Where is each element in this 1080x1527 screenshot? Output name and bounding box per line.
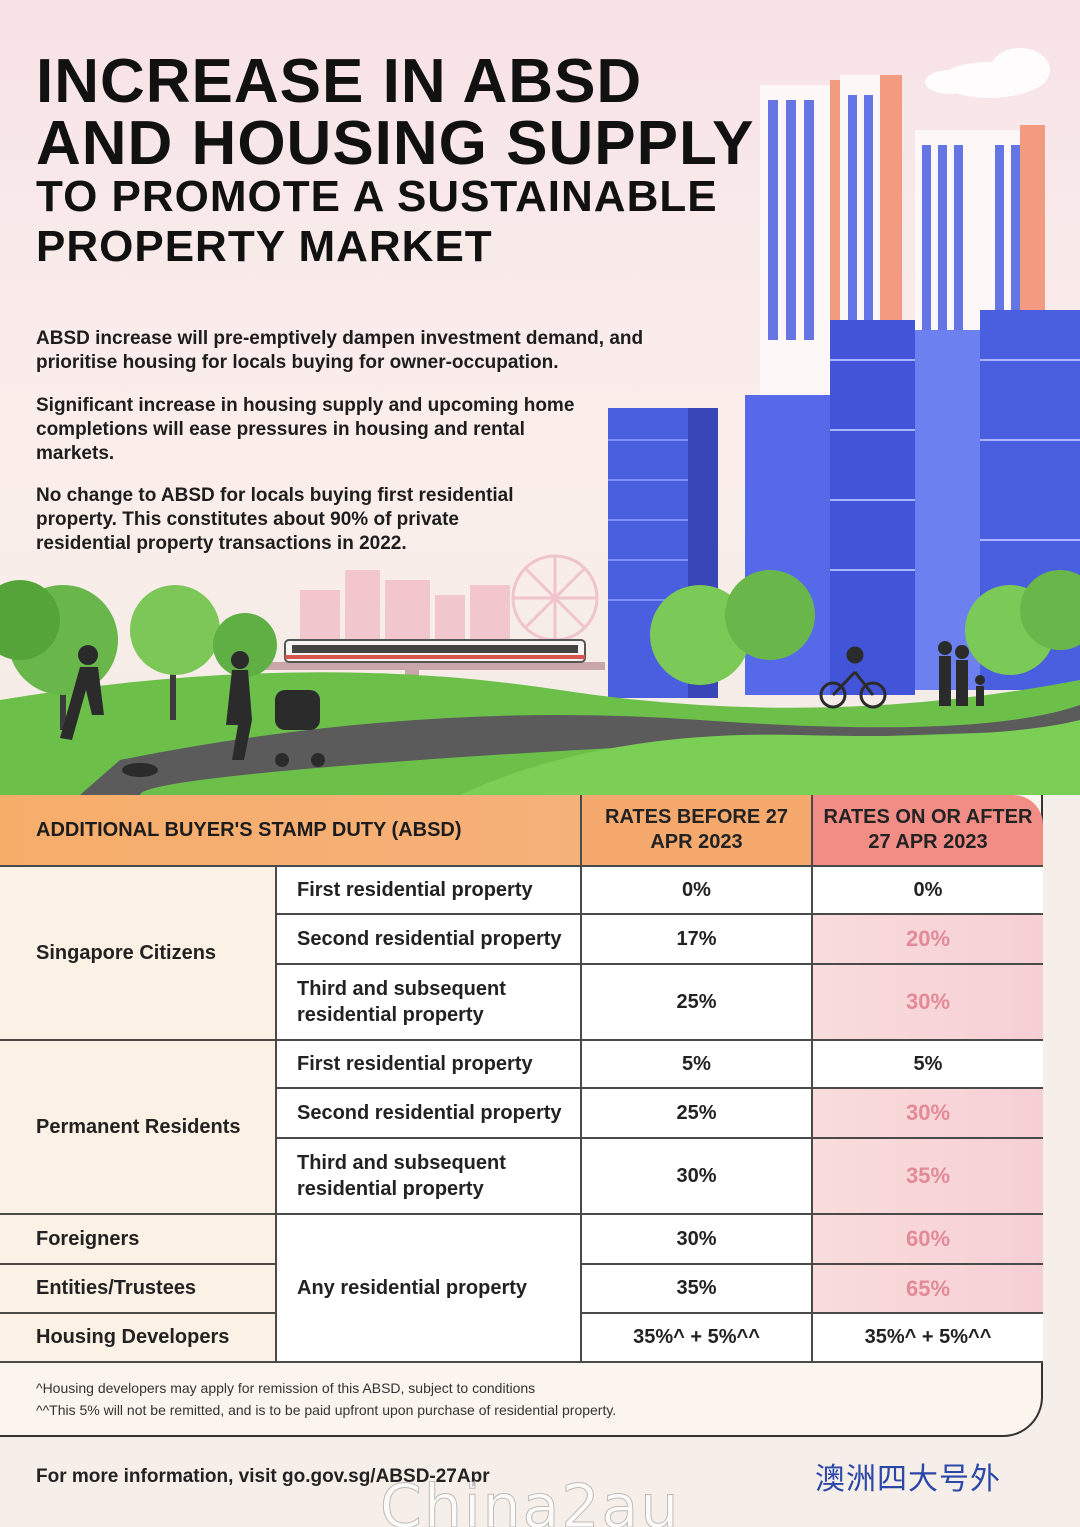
divider bbox=[0, 1039, 1043, 1041]
grass-front bbox=[460, 720, 1080, 795]
type-first-pr: First residential property bbox=[277, 1041, 580, 1087]
watermark-en: Chinа2au bbox=[379, 1472, 681, 1527]
subtitle-line-1: TO PROMOTE A SUSTAINABLE bbox=[36, 172, 718, 221]
type-third-citizen: Third and subsequent residential propert… bbox=[277, 965, 580, 1039]
type-any: Any residential property bbox=[277, 1215, 580, 1361]
divider bbox=[0, 1263, 275, 1265]
footer-info: For more information, visit go.gov.sg/AB… bbox=[36, 1466, 490, 1488]
divider bbox=[0, 1361, 1043, 1363]
divider bbox=[0, 1312, 275, 1314]
rate-before-cell: 25% bbox=[582, 965, 811, 1039]
subtitle-line-2: PROPERTY MARKET bbox=[36, 222, 493, 271]
group-singapore-citizens: Singapore Citizens bbox=[0, 867, 275, 1039]
header-rates-before: RATES BEFORE 27 APR 2023 bbox=[582, 795, 811, 865]
paragraph-investment-demand: ABSD increase will pre-emptively dampen … bbox=[36, 328, 644, 373]
footer-text: For more information, visit bbox=[36, 1466, 282, 1487]
ferris-wheel-icon bbox=[511, 554, 599, 642]
dog-icon bbox=[122, 763, 158, 777]
divider bbox=[0, 865, 1043, 867]
rate-after-increased: 30% bbox=[813, 1089, 1043, 1137]
title-line-1: INCREASE IN ABSD bbox=[36, 47, 643, 116]
divider bbox=[0, 1213, 1043, 1215]
header-absd: ADDITIONAL BUYER'S STAMP DUTY (ABSD) bbox=[0, 795, 580, 865]
divider bbox=[277, 963, 1043, 965]
hero-banner: INCREASE IN ABSD AND HOUSING SUPPLY TO P… bbox=[0, 0, 1080, 795]
rate-after-cell: 5% bbox=[813, 1041, 1043, 1087]
divider bbox=[277, 913, 1043, 915]
parent-stroller-icon bbox=[226, 651, 325, 767]
rate-before-cell: 5% bbox=[582, 1041, 811, 1087]
rate-before-cell: 25% bbox=[582, 1089, 811, 1137]
rate-after-increased: 35% bbox=[813, 1139, 1043, 1213]
type-first-citizen: First residential property bbox=[277, 867, 580, 913]
group-foreigners: Foreigners bbox=[0, 1215, 275, 1263]
divider bbox=[580, 795, 582, 1361]
absd-rates-table: ADDITIONAL BUYER'S STAMP DUTY (ABSD) RAT… bbox=[0, 795, 1043, 1437]
tree-icon bbox=[0, 570, 1080, 730]
watermark-cn: 澳洲四大号外 bbox=[815, 1462, 1001, 1497]
rate-before-cell: 0% bbox=[582, 867, 811, 913]
rate-before-cell: 30% bbox=[582, 1215, 811, 1263]
cyclist-icon bbox=[819, 646, 887, 709]
footnote-remission: ^Housing developers may apply for remiss… bbox=[36, 1380, 536, 1396]
type-third-pr: Third and subsequent residential propert… bbox=[277, 1139, 580, 1213]
type-second-pr: Second residential property bbox=[277, 1089, 580, 1137]
group-permanent-residents: Permanent Residents bbox=[0, 1041, 275, 1213]
cloud-icon bbox=[925, 48, 1050, 98]
footnote-upfront: ^^This 5% will not be remitted, and is t… bbox=[36, 1402, 617, 1418]
divider bbox=[277, 1137, 1043, 1139]
rate-before-cell: 35%^ + 5%^^ bbox=[582, 1314, 811, 1361]
tower-white-1 bbox=[760, 80, 850, 395]
runner-icon bbox=[60, 645, 104, 740]
rate-after-cell: 0% bbox=[813, 867, 1043, 913]
rate-after-cell: 35%^ + 5%^^ bbox=[813, 1314, 1043, 1361]
header-rates-after: RATES ON OR AFTER 27 APR 2023 bbox=[813, 795, 1043, 865]
city-park-illustration bbox=[0, 48, 1080, 795]
family-icon bbox=[938, 641, 985, 706]
type-second-citizen: Second residential property bbox=[277, 915, 580, 963]
rate-after-increased: 30% bbox=[813, 965, 1043, 1039]
divider bbox=[811, 795, 813, 1361]
rate-before-cell: 35% bbox=[582, 1265, 811, 1312]
rate-after-increased: 65% bbox=[813, 1265, 1043, 1312]
rate-after-increased: 60% bbox=[813, 1215, 1043, 1263]
divider bbox=[275, 865, 277, 1361]
path-road bbox=[80, 705, 1080, 795]
paragraph-housing-supply: Significant increase in housing supply a… bbox=[36, 395, 575, 464]
more-info-link[interactable]: go.gov.sg/ABSD-27Apr bbox=[281, 1466, 490, 1487]
paragraph-no-change: No change to ABSD for locals buying firs… bbox=[36, 485, 514, 554]
rate-before-cell: 30% bbox=[582, 1139, 811, 1213]
title-line-2: AND HOUSING SUPPLY bbox=[36, 109, 755, 178]
divider bbox=[277, 1087, 1043, 1089]
group-housing-developers: Housing Developers bbox=[0, 1314, 275, 1361]
rate-before-cell: 17% bbox=[582, 915, 811, 963]
group-entities-trustees: Entities/Trustees bbox=[0, 1265, 275, 1312]
rate-after-increased: 20% bbox=[813, 915, 1043, 963]
